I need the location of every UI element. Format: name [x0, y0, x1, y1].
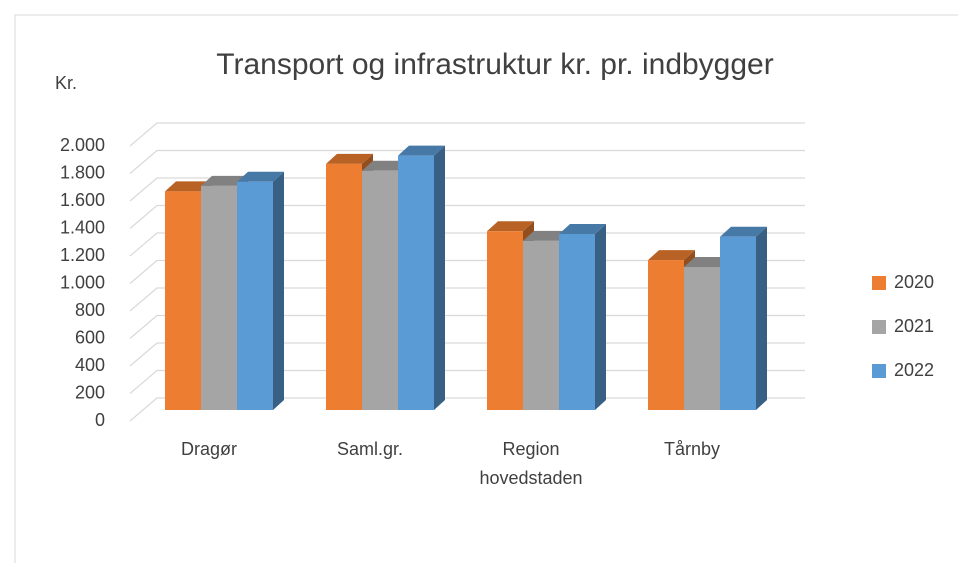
legend-label: 2021 — [894, 316, 934, 336]
bar-front — [201, 185, 237, 410]
bar-front — [648, 260, 684, 410]
bar-side — [756, 226, 767, 410]
bar-front — [720, 236, 756, 410]
bar — [398, 145, 445, 410]
y-tick-label: 1.200 — [60, 245, 105, 265]
bar-top — [237, 171, 284, 182]
bar-front — [523, 240, 559, 410]
bar-top — [720, 226, 767, 237]
grid-line — [129, 177, 805, 202]
y-tick-label: 800 — [75, 300, 105, 320]
bar-front — [487, 231, 523, 410]
y-tick-label: 600 — [75, 327, 105, 347]
legend-label: 2022 — [894, 360, 934, 380]
grid-line — [129, 149, 805, 174]
legend-swatch — [872, 320, 886, 334]
bar-front — [398, 155, 434, 410]
bar-top — [648, 250, 695, 261]
bar-front — [559, 234, 595, 410]
bar-top — [487, 221, 534, 232]
bar — [237, 171, 284, 410]
chart-title: Transport og infrastruktur kr. pr. indby… — [216, 48, 773, 81]
bar — [720, 226, 767, 410]
grid-line — [129, 204, 805, 229]
y-axis-label: Kr. — [55, 73, 77, 93]
y-tick-label: 1.600 — [60, 190, 105, 210]
chart-border — [14, 14, 958, 563]
bar-top — [201, 175, 248, 186]
y-tick-label: 400 — [75, 355, 105, 375]
bar-top — [165, 181, 212, 192]
y-tick-label: 200 — [75, 382, 105, 402]
bar-top — [559, 224, 606, 234]
bar-front — [326, 163, 362, 410]
y-tick-label: 1.800 — [60, 162, 105, 182]
bar-top — [326, 153, 373, 164]
bar-side — [595, 224, 606, 410]
x-tick-label: Saml.gr. — [337, 439, 403, 459]
bar-top — [398, 145, 445, 156]
bar-front — [165, 191, 201, 410]
bar-top — [362, 160, 409, 171]
y-tick-label: 1.400 — [60, 217, 105, 237]
x-tick-label: Dragør — [181, 439, 237, 459]
y-tick-label: 2.000 — [60, 135, 105, 155]
bar-top — [523, 230, 570, 241]
y-tick-label: 1.000 — [60, 272, 105, 292]
bar-front — [237, 181, 273, 410]
x-tick-label: Tårnby — [664, 439, 720, 459]
y-tick-label: 0 — [95, 410, 105, 430]
bar-top — [684, 257, 731, 267]
bar — [559, 224, 606, 410]
bar-front — [684, 267, 720, 410]
bar-front — [362, 170, 398, 410]
x-tick-label: Region hovedstaden — [479, 439, 582, 488]
bar-side — [434, 145, 445, 410]
legend-label: 2020 — [894, 272, 934, 292]
legend-swatch — [872, 364, 886, 378]
grid-line — [129, 122, 805, 147]
legend-swatch — [872, 276, 886, 290]
bar-side — [273, 171, 284, 410]
